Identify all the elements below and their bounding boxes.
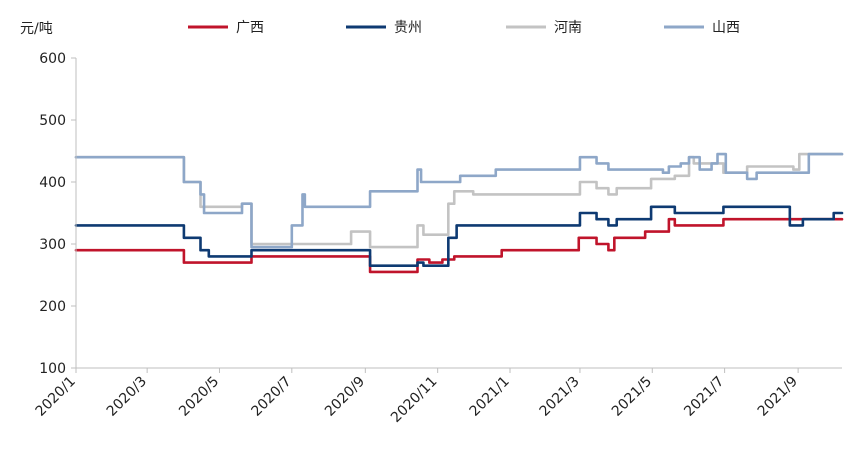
x-tick-label: 2020/9 (322, 374, 368, 420)
y-tick-label: 200 (39, 299, 66, 315)
x-tick-label: 2021/9 (755, 374, 801, 420)
x-tick-label: 2021/3 (537, 374, 583, 420)
series-line-4 (74, 152, 844, 249)
y-tick-label: 400 (39, 175, 66, 191)
series-lines (74, 152, 844, 274)
x-tick-label: 2021/5 (609, 374, 655, 420)
legend-label: 贵州 (394, 20, 422, 36)
x-tick-label: 2020/5 (176, 374, 222, 420)
y-axis: 100 200 300 400 500 600 (39, 51, 76, 377)
series-line-1 (74, 217, 844, 274)
y-tick-label: 500 (39, 113, 66, 129)
legend-label: 河南 (554, 20, 582, 36)
x-tick-label: 2020/11 (388, 374, 440, 426)
legend-label: 山西 (712, 20, 740, 36)
x-tick-label: 2020/3 (104, 374, 150, 420)
x-axis: 2020/1 2020/3 2020/5 2020/7 2020/9 2020/11 202… (33, 368, 801, 426)
y-tick-label: 600 (39, 51, 66, 67)
x-tick-label: 2021/7 (681, 374, 727, 420)
y-tick-label: 100 (39, 361, 66, 377)
legend-label: 广西 (236, 20, 264, 36)
y-tick-label: 300 (39, 237, 66, 253)
x-tick-label: 2021/1 (467, 374, 513, 420)
series-line-2 (74, 205, 844, 267)
y-axis-unit-label: 元/吨 (20, 21, 53, 37)
legend: 广西 贵州 河南 山西 (188, 20, 740, 36)
x-tick-label: 2020/1 (33, 374, 79, 420)
x-tick-label: 2020/7 (248, 374, 294, 420)
